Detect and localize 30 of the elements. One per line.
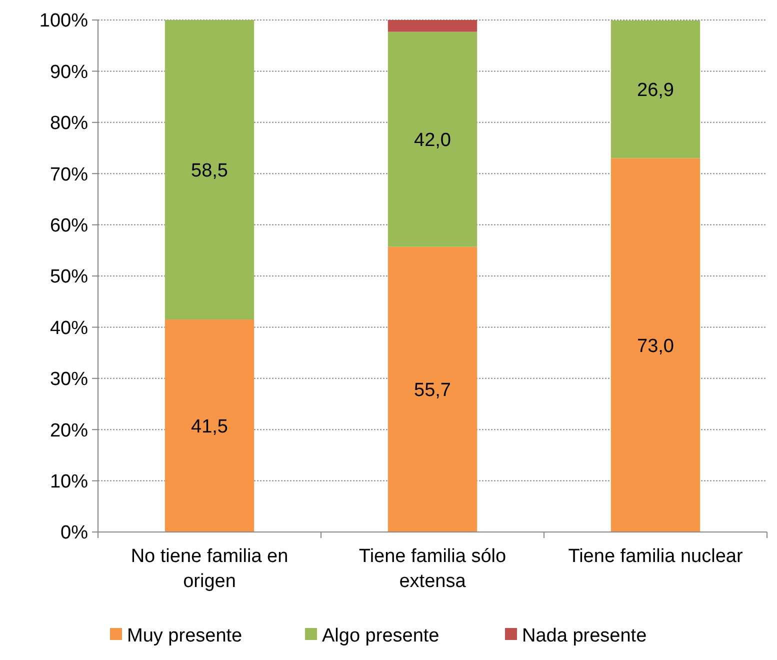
x-tick-label: Tiene familia sólo extensa <box>358 546 506 592</box>
x-tick-label: Tiene familia nuclear <box>568 546 744 567</box>
y-tick-label: 80% <box>50 113 88 134</box>
y-tick-label: 0% <box>60 522 88 544</box>
y-tick-label: 50% <box>50 266 88 288</box>
y-tick-label: 90% <box>50 62 88 83</box>
bar <box>610 158 700 532</box>
bar <box>610 20 700 158</box>
bar <box>388 246 478 532</box>
y-tick-label: 40% <box>50 318 88 339</box>
bar <box>388 20 478 32</box>
y-tick-label: 30% <box>50 369 88 390</box>
data-label: 41,5 <box>191 416 228 438</box>
x-tick-label: No tiene familia en origen <box>130 546 288 592</box>
y-tick-label: 70% <box>50 164 88 186</box>
legend-label: Muy presente <box>127 626 242 647</box>
y-tick-label: 100% <box>39 10 88 32</box>
y-tick-label: 60% <box>50 215 88 236</box>
data-label: 42,0 <box>414 130 451 151</box>
data-label: 73,0 <box>637 336 674 357</box>
y-tick-label: 20% <box>50 420 88 442</box>
bar <box>388 32 478 247</box>
data-label: 58,5 <box>191 160 228 182</box>
data-label: 26,9 <box>637 80 674 102</box>
bar <box>164 20 254 320</box>
data-label: 55,7 <box>414 380 451 402</box>
y-tick-label: 10% <box>50 471 88 492</box>
legend-label: Algo presente <box>322 626 440 647</box>
legend-label: Nada presente <box>522 626 647 647</box>
bar <box>164 320 254 532</box>
